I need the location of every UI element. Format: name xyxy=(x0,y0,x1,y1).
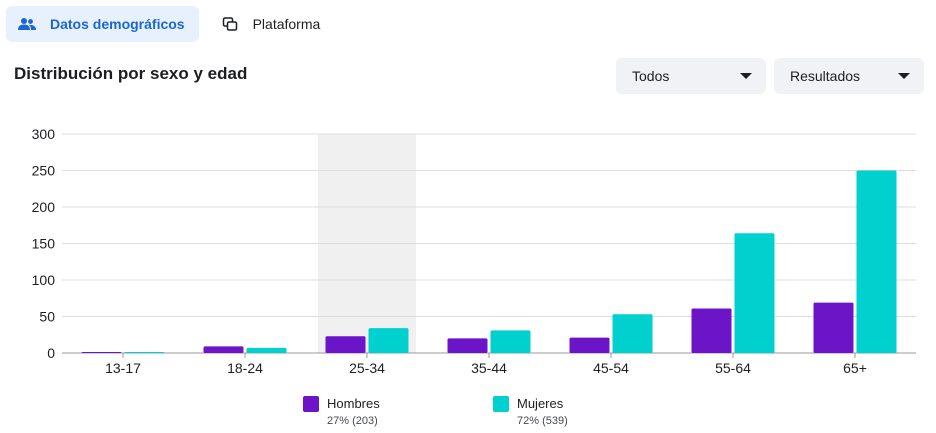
legend-label: Hombres xyxy=(327,396,380,411)
bar-mujeres-25-34 xyxy=(368,328,409,353)
bar-mujeres-35-44 xyxy=(490,330,531,353)
bar-mujeres-13-17 xyxy=(124,352,165,353)
section-title: Distribución por sexo y edad xyxy=(14,64,248,83)
tab-bar: Datos demográficos Plataforma xyxy=(6,6,334,42)
x-tick-label: 55-64 xyxy=(715,360,751,376)
tab-plataforma[interactable]: Plataforma xyxy=(209,6,335,42)
y-tick-label: 300 xyxy=(32,126,56,142)
dropdown-value: Todos xyxy=(632,68,670,84)
people-icon xyxy=(18,15,36,33)
bar-hombres-35-44 xyxy=(447,338,488,353)
bar-mujeres-65+ xyxy=(856,170,897,353)
x-tick-label: 45-54 xyxy=(593,360,629,376)
legend-swatch-hombres xyxy=(303,396,319,412)
tab-label: Plataforma xyxy=(252,16,321,32)
age-gender-bar-chart: 0 50 100 150 200 250 300 13-17 18-24 25-34 35-44 45… xyxy=(32,126,916,376)
x-tick-label: 18-24 xyxy=(227,360,263,376)
y-tick-label: 0 xyxy=(47,345,55,361)
y-tick-label: 50 xyxy=(39,309,55,325)
platform-icon xyxy=(221,15,239,33)
bar-hombres-13-17 xyxy=(81,352,122,353)
bar-hombres-45-54 xyxy=(569,337,610,353)
caret-down-icon xyxy=(740,73,752,79)
legend-swatch-mujeres xyxy=(493,396,509,412)
dropdown-value: Resultados xyxy=(790,68,861,84)
bar-hombres-25-34 xyxy=(325,336,366,353)
y-tick-label: 100 xyxy=(32,272,56,288)
bar-hombres-18-24 xyxy=(203,346,244,353)
x-tick-label: 65+ xyxy=(843,360,867,376)
tab-datos-demograficos[interactable]: Datos demográficos xyxy=(6,6,199,42)
audience-dropdown[interactable]: Todos xyxy=(616,58,766,94)
x-tick-label: 13-17 xyxy=(105,360,141,376)
metric-dropdown[interactable]: Resultados xyxy=(774,58,924,94)
tab-label: Datos demográficos xyxy=(50,16,185,32)
bar-mujeres-18-24 xyxy=(246,347,287,353)
x-tick-label: 35-44 xyxy=(471,360,507,376)
bar-hombres-65+ xyxy=(813,302,854,353)
y-tick-label: 150 xyxy=(32,236,56,252)
bar-hombres-55-64 xyxy=(691,308,732,353)
legend-share: 72% (539) xyxy=(517,415,568,427)
caret-down-icon xyxy=(898,73,910,79)
x-tick-label: 25-34 xyxy=(349,360,385,376)
bar-mujeres-55-64 xyxy=(734,233,775,353)
y-tick-label: 200 xyxy=(32,199,56,215)
legend-share: 27% (203) xyxy=(327,415,378,427)
bar-mujeres-45-54 xyxy=(612,314,653,353)
legend-label: Mujeres xyxy=(517,396,564,411)
y-tick-label: 250 xyxy=(32,163,56,179)
